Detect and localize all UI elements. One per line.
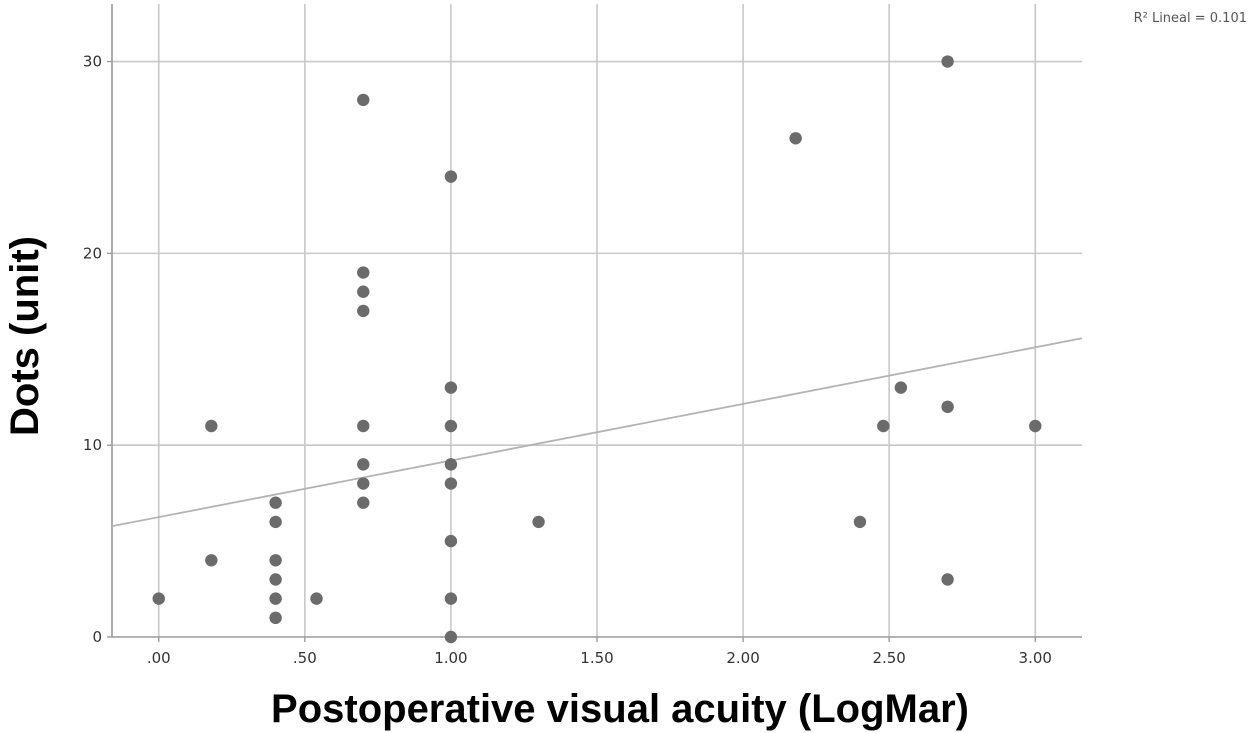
r-squared-annotation: R² Lineal = 0.101 — [1134, 11, 1247, 26]
data-point — [269, 554, 282, 567]
data-point — [444, 630, 458, 644]
data-point — [357, 477, 370, 490]
tick-label-layer: .00 .50 1.00 1.50 2.00 2.50 3.00 0 10 20 30 — [83, 53, 1052, 667]
x-tick-label: .00 — [147, 649, 171, 667]
data-point — [941, 55, 954, 68]
y-tick-label: 30 — [83, 53, 102, 71]
data-point — [269, 496, 282, 509]
x-tick-label: 3.00 — [1019, 649, 1052, 667]
data-point — [444, 170, 458, 183]
grid-layer — [112, 4, 1082, 637]
data-point — [205, 554, 218, 567]
x-tick-label: 1.00 — [434, 649, 467, 667]
data-point — [444, 592, 458, 605]
y-axis-title: Dots (unit) — [3, 236, 47, 436]
data-point — [444, 534, 458, 548]
data-point — [269, 611, 282, 625]
data-point — [152, 592, 165, 605]
data-point — [532, 515, 545, 529]
data-point — [877, 419, 890, 433]
axis-layer — [107, 4, 1082, 642]
data-point — [269, 573, 282, 586]
data-point — [357, 266, 370, 279]
x-tick-label: 2.00 — [726, 649, 759, 667]
data-point — [310, 592, 323, 605]
data-point — [269, 592, 282, 605]
x-axis-title: Postoperative visual acuity (LogMar) — [271, 687, 969, 731]
data-point — [789, 132, 802, 145]
y-tick-label: 0 — [92, 628, 102, 646]
data-point — [444, 419, 458, 433]
data-point — [444, 381, 458, 394]
data-point — [853, 515, 867, 529]
point-layer — [152, 55, 1042, 644]
fit-line-layer — [111, 337, 1083, 528]
x-tick-label: 2.50 — [872, 649, 905, 667]
data-point — [941, 573, 954, 586]
data-point — [357, 93, 370, 107]
data-point — [444, 458, 458, 471]
data-point — [941, 400, 954, 414]
data-point — [357, 285, 370, 298]
data-point — [357, 496, 370, 509]
x-tick-label: .50 — [293, 649, 317, 667]
data-point — [1029, 419, 1042, 433]
data-point — [444, 477, 458, 490]
x-tick-label: 1.50 — [580, 649, 613, 667]
y-tick-label: 10 — [83, 436, 102, 454]
data-point — [894, 381, 908, 394]
linear-fit-line — [111, 337, 1083, 528]
y-tick-label: 20 — [83, 244, 102, 262]
data-point — [269, 515, 282, 529]
data-point — [357, 304, 370, 318]
data-point — [357, 419, 370, 433]
data-point — [205, 419, 218, 433]
data-point — [357, 458, 370, 471]
